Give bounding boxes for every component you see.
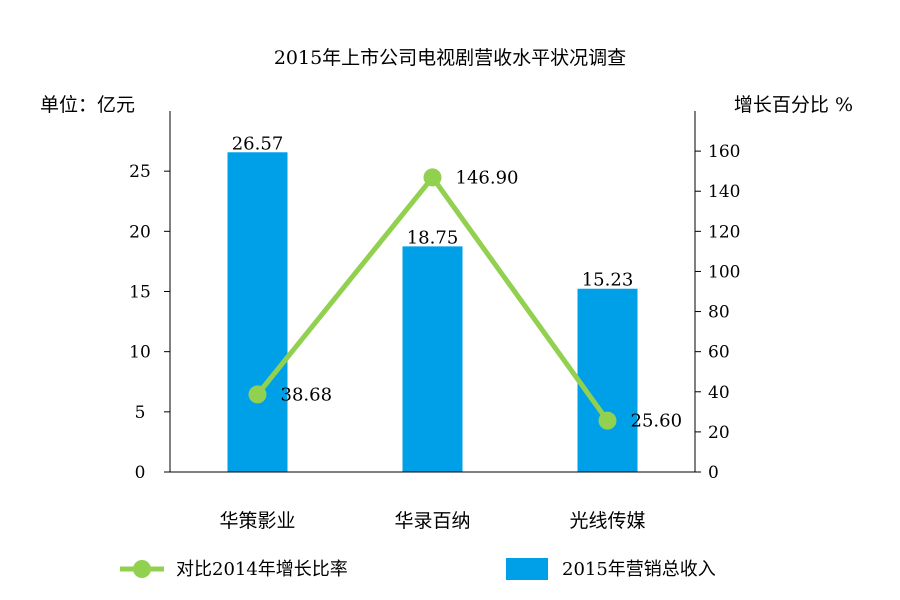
growth-point — [248, 385, 267, 404]
right-tick-label: 60 — [708, 343, 730, 363]
left-tick-label: 25 — [129, 162, 151, 182]
chart-title: 2015年上市公司电视剧营收水平状况调查 — [274, 47, 626, 69]
bar — [402, 246, 463, 472]
legend-bar-label: 2015年营销总收入 — [562, 559, 716, 580]
bar-value-label: 15.23 — [582, 270, 634, 291]
bar-value-label: 26.57 — [232, 133, 284, 154]
bar-value-label: 18.75 — [407, 227, 459, 248]
legend-line-marker — [133, 560, 151, 578]
right-tick-label: 160 — [708, 142, 740, 162]
category-label: 光线传媒 — [569, 510, 645, 532]
bar — [227, 152, 288, 472]
right-axis-title: 增长百分比 % — [734, 94, 853, 116]
growth-value-label: 38.68 — [281, 384, 333, 405]
plot-area: 26.57 18.75 15.23 0 5 10 15 20 25 0 20 40 60 80 100 120… — [129, 111, 740, 532]
left-tick-label: 15 — [129, 283, 151, 303]
growth-value-label: 25.60 — [631, 411, 683, 432]
left-axis-title: 单位：亿元 — [40, 94, 135, 116]
growth-point — [423, 168, 442, 187]
right-tick-label: 0 — [708, 463, 719, 483]
right-tick-label: 140 — [708, 182, 740, 202]
right-tick-label: 120 — [708, 222, 740, 242]
right-tick-label: 100 — [708, 262, 740, 282]
legend-line-label: 对比2014年增长比率 — [176, 559, 348, 580]
right-tick-label: 20 — [708, 423, 730, 443]
left-tick-label: 5 — [135, 403, 146, 423]
left-tick-label: 0 — [135, 463, 146, 483]
legend-bar-swatch — [506, 558, 548, 580]
right-tick-label: 80 — [708, 303, 730, 323]
growth-value-label: 146.90 — [456, 167, 519, 188]
left-tick-label: 10 — [129, 343, 151, 363]
legend: 对比2014年增长比率 2015年营销总收入 — [120, 558, 716, 580]
growth-point — [598, 411, 617, 430]
left-tick-label: 20 — [129, 222, 151, 242]
bar — [577, 288, 638, 472]
category-label: 华录百纳 — [394, 510, 470, 532]
right-tick-label: 40 — [708, 383, 730, 403]
category-label: 华策影业 — [219, 510, 295, 532]
